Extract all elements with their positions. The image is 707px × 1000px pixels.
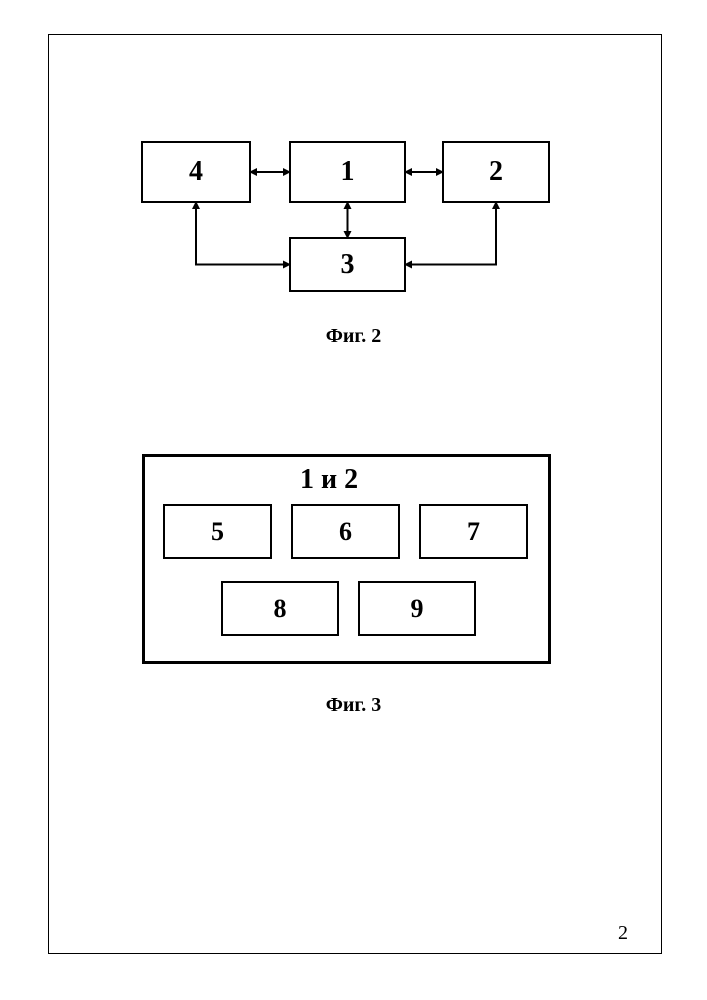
fig2-node-4: 4 — [141, 141, 251, 203]
fig2-node-1-label: 1 — [341, 156, 355, 188]
fig2-node-2-label: 2 — [489, 156, 503, 188]
page-number: 2 — [618, 922, 628, 945]
fig3-title: 1 и 2 — [300, 464, 358, 496]
fig3-node-7-label: 7 — [467, 517, 480, 547]
fig3-node-9: 9 — [358, 581, 476, 636]
fig2-node-4-label: 4 — [189, 156, 203, 188]
fig2-node-3-label: 3 — [341, 249, 355, 281]
fig3-node-8-label: 8 — [274, 594, 287, 624]
fig3-node-6: 6 — [291, 504, 400, 559]
page-canvas: 4 1 2 3 Фиг. 2 1 и 2 5 6 7 8 9 Фиг. 3 2 — [0, 0, 707, 1000]
fig2-caption: Фиг. 2 — [0, 325, 707, 348]
fig3-node-5: 5 — [163, 504, 272, 559]
fig3-node-6-label: 6 — [339, 517, 352, 547]
fig2-node-2: 2 — [442, 141, 550, 203]
fig2-node-3: 3 — [289, 237, 406, 292]
fig3-node-9-label: 9 — [411, 594, 424, 624]
fig2-node-1: 1 — [289, 141, 406, 203]
fig3-node-7: 7 — [419, 504, 528, 559]
fig3-caption: Фиг. 3 — [0, 694, 707, 717]
fig3-node-8: 8 — [221, 581, 339, 636]
fig3-node-5-label: 5 — [211, 517, 224, 547]
